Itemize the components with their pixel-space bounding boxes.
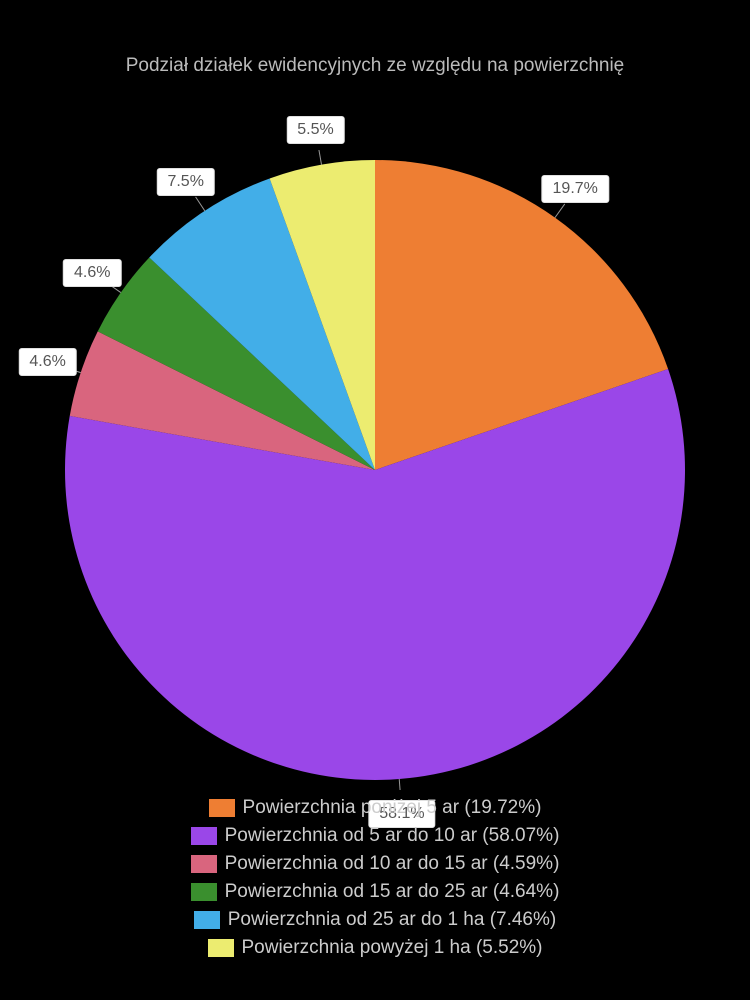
legend-item: Powierzchnia powyżej 1 ha (5.52%) (0, 934, 750, 962)
pie-chart-svg (55, 150, 695, 790)
legend-swatch (194, 911, 220, 929)
legend-label: Powierzchnia od 25 ar do 1 ha (7.46%) (228, 906, 556, 934)
slice-label: 5.5% (286, 116, 344, 144)
legend-swatch (209, 799, 235, 817)
legend-item: Powierzchnia od 5 ar do 10 ar (58.07%) (0, 822, 750, 850)
legend-item: Powierzchnia poniżej 5 ar (19.72%) (0, 794, 750, 822)
legend-label: Powierzchnia od 10 ar do 15 ar (4.59%) (225, 850, 560, 878)
slice-label: 4.6% (63, 259, 121, 287)
slice-label: 4.6% (18, 348, 76, 376)
chart-title: Podział działek ewidencyjnych ze względu… (0, 55, 750, 77)
pie-chart-area: 19.7%58.1%4.6%4.6%7.5%5.5% (0, 110, 750, 810)
legend-swatch (191, 827, 217, 845)
legend: Powierzchnia poniżej 5 ar (19.72%)Powier… (0, 794, 750, 962)
legend-label: Powierzchnia od 5 ar do 10 ar (58.07%) (225, 822, 560, 850)
legend-item: Powierzchnia od 15 ar do 25 ar (4.64%) (0, 878, 750, 906)
legend-swatch (191, 883, 217, 901)
slice-label: 7.5% (156, 168, 214, 196)
legend-item: Powierzchnia od 10 ar do 15 ar (4.59%) (0, 850, 750, 878)
leader-line (555, 204, 565, 218)
legend-swatch (208, 939, 234, 957)
legend-label: Powierzchnia poniżej 5 ar (19.72%) (243, 794, 542, 822)
leader-line (399, 779, 400, 790)
legend-item: Powierzchnia od 25 ar do 1 ha (7.46%) (0, 906, 750, 934)
slice-label: 19.7% (542, 175, 609, 203)
legend-label: Powierzchnia powyżej 1 ha (5.52%) (242, 934, 543, 962)
legend-swatch (191, 855, 217, 873)
legend-label: Powierzchnia od 15 ar do 25 ar (4.64%) (225, 878, 560, 906)
leader-line (196, 197, 205, 211)
leader-line (319, 150, 322, 165)
